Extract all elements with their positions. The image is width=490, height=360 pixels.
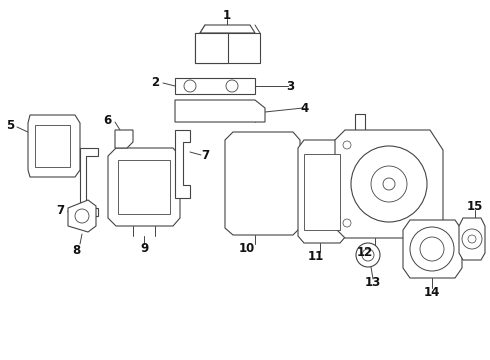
Polygon shape bbox=[403, 220, 462, 278]
Circle shape bbox=[343, 141, 351, 149]
Polygon shape bbox=[459, 218, 485, 260]
Circle shape bbox=[371, 166, 407, 202]
Circle shape bbox=[468, 235, 476, 243]
Text: 7: 7 bbox=[56, 203, 64, 216]
Bar bbox=[35, 125, 70, 167]
Polygon shape bbox=[200, 25, 255, 33]
Polygon shape bbox=[28, 115, 80, 177]
Text: 12: 12 bbox=[357, 246, 373, 258]
Text: 10: 10 bbox=[239, 242, 255, 255]
Circle shape bbox=[420, 237, 444, 261]
Circle shape bbox=[356, 243, 380, 267]
Circle shape bbox=[462, 229, 482, 249]
Polygon shape bbox=[80, 148, 98, 216]
Text: 9: 9 bbox=[140, 242, 148, 255]
Polygon shape bbox=[298, 140, 346, 243]
Text: 5: 5 bbox=[6, 118, 14, 131]
Text: 1: 1 bbox=[223, 9, 231, 22]
Text: 2: 2 bbox=[151, 76, 159, 89]
Polygon shape bbox=[108, 148, 180, 226]
Polygon shape bbox=[175, 100, 265, 122]
Bar bbox=[195, 33, 228, 63]
Polygon shape bbox=[335, 130, 443, 238]
Polygon shape bbox=[304, 154, 340, 230]
Polygon shape bbox=[225, 132, 300, 235]
Polygon shape bbox=[118, 160, 170, 214]
Text: 3: 3 bbox=[286, 80, 294, 93]
Circle shape bbox=[343, 219, 351, 227]
Text: 13: 13 bbox=[365, 276, 381, 289]
Text: 4: 4 bbox=[301, 102, 309, 114]
Circle shape bbox=[383, 178, 395, 190]
Text: 14: 14 bbox=[424, 285, 440, 298]
Text: 7: 7 bbox=[201, 149, 209, 162]
Polygon shape bbox=[175, 130, 190, 198]
Bar bbox=[195, 33, 260, 63]
Circle shape bbox=[184, 80, 196, 92]
Circle shape bbox=[362, 249, 374, 261]
Polygon shape bbox=[115, 130, 133, 148]
Circle shape bbox=[75, 209, 89, 223]
Circle shape bbox=[351, 146, 427, 222]
Text: 8: 8 bbox=[72, 243, 80, 257]
Circle shape bbox=[226, 80, 238, 92]
Text: 6: 6 bbox=[103, 113, 111, 126]
Bar bbox=[175, 78, 255, 94]
Circle shape bbox=[410, 227, 454, 271]
Polygon shape bbox=[68, 200, 96, 232]
Text: 15: 15 bbox=[467, 199, 483, 212]
Text: 11: 11 bbox=[308, 249, 324, 262]
